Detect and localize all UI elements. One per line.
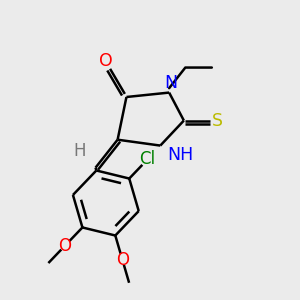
Text: NH: NH xyxy=(168,146,194,164)
Text: S: S xyxy=(212,112,223,130)
Text: O: O xyxy=(116,251,129,269)
Text: O: O xyxy=(99,52,113,70)
Text: H: H xyxy=(73,142,86,160)
Text: N: N xyxy=(164,74,177,92)
Text: O: O xyxy=(58,237,71,255)
Text: Cl: Cl xyxy=(140,150,156,168)
